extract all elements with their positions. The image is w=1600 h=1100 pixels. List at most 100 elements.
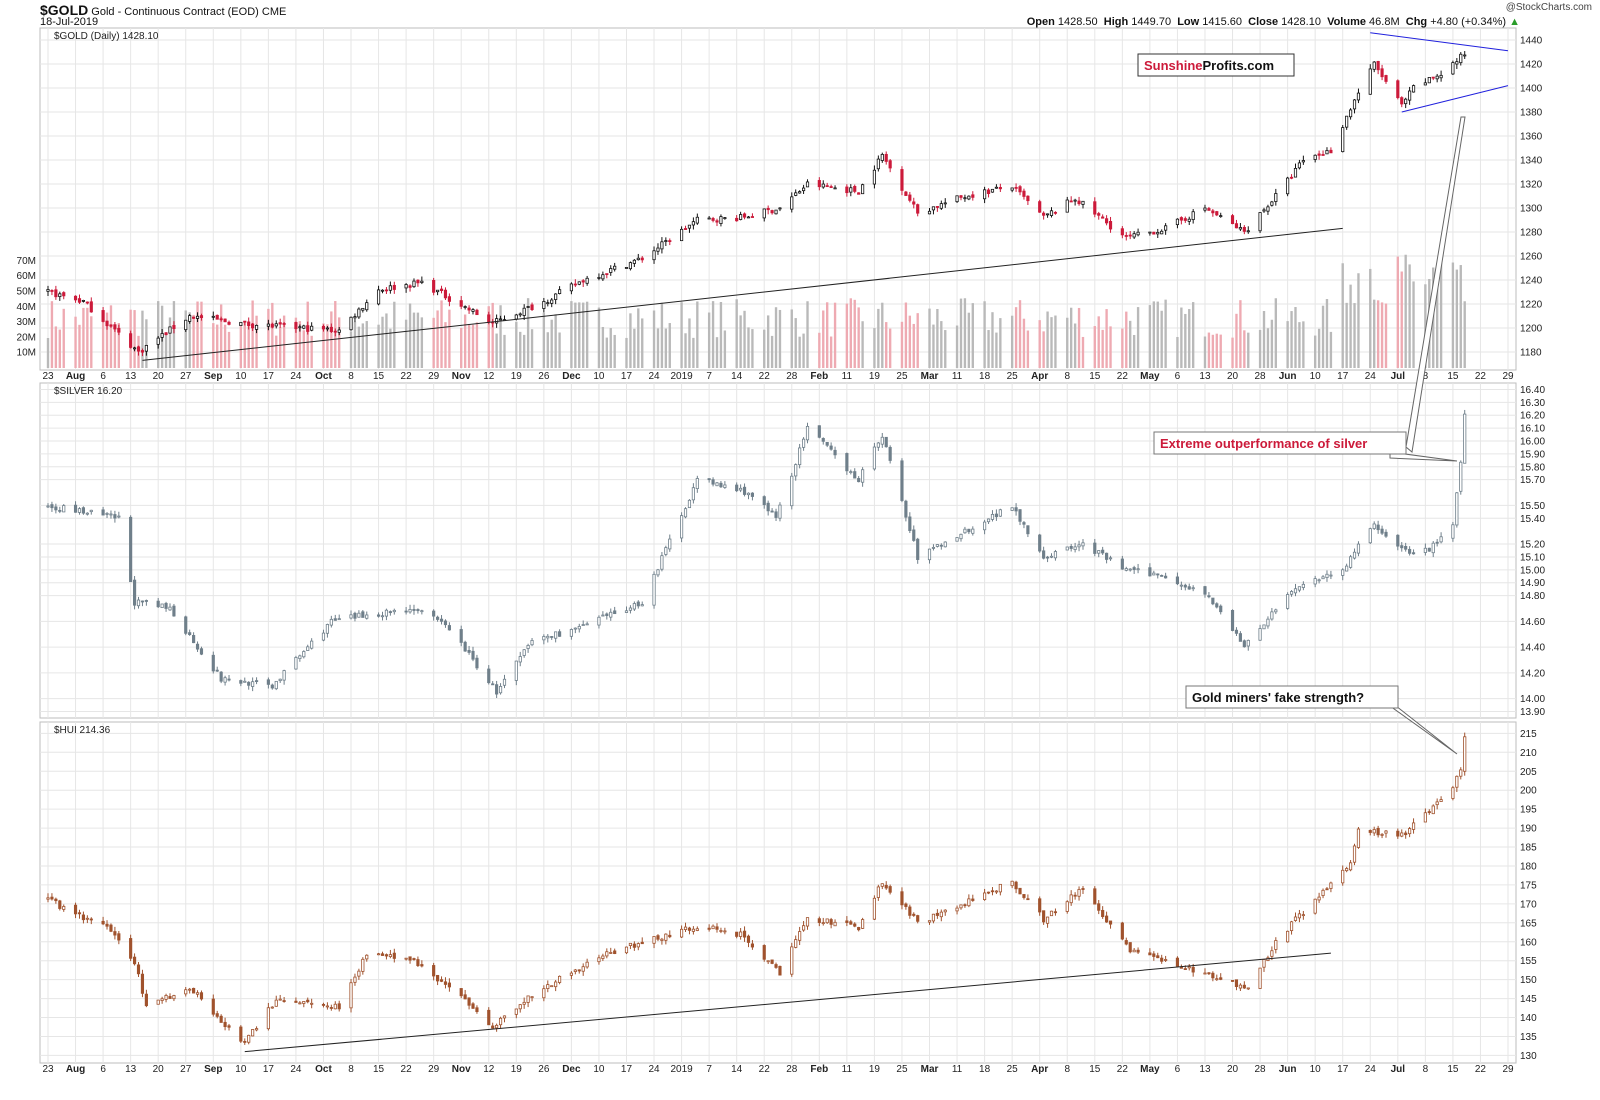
volume-bar (515, 321, 518, 368)
candle-body (168, 996, 172, 999)
volume-bar (609, 328, 612, 368)
candle-body (609, 268, 613, 273)
volume-bar (471, 324, 475, 368)
candle-body (1274, 609, 1278, 613)
y-tick-label: 1260 (1520, 252, 1543, 263)
candle-body (266, 1007, 270, 1030)
candle-body (825, 185, 829, 188)
candle-body (1152, 953, 1156, 957)
volume-bar (1294, 307, 1297, 368)
candle-body (668, 240, 672, 243)
candle-body (849, 921, 853, 925)
volume-bar (74, 316, 77, 368)
candle-body (471, 309, 475, 312)
volume-bar (597, 307, 601, 368)
candle-body (306, 325, 310, 332)
candle-body (994, 890, 998, 893)
volume-bar (696, 301, 699, 368)
candle-body (691, 928, 695, 932)
volume-bar (1412, 281, 1415, 368)
candle-body (1136, 568, 1140, 571)
x-tick-label: 11 (952, 371, 963, 382)
candle-body (990, 188, 995, 193)
candle-body (943, 909, 947, 913)
candle-body (1463, 413, 1467, 464)
volume-bar (1231, 337, 1234, 368)
panel-title: $SILVER 16.20 (54, 386, 123, 397)
candle-body (554, 631, 558, 639)
high-label: High (1103, 16, 1129, 28)
candle-body (1372, 829, 1376, 834)
candle-body (778, 504, 782, 519)
candle-body (1356, 543, 1361, 554)
candle-body (1152, 572, 1156, 576)
candle-body (1219, 605, 1223, 613)
volume-bar (404, 319, 408, 368)
volume-bar (1018, 300, 1022, 368)
candle-body (270, 684, 274, 689)
candle-body (829, 445, 833, 450)
volume-bar (109, 305, 113, 368)
candle-body (1408, 828, 1412, 835)
candle-body (298, 655, 302, 660)
volume-bar (78, 324, 81, 368)
volume-bar (1424, 284, 1427, 368)
y-tick-label: 195 (1520, 805, 1537, 816)
candle-body (1384, 75, 1388, 82)
volume-bar (216, 324, 219, 368)
volume-bar (888, 328, 892, 368)
candle-body (215, 314, 219, 320)
volume-bar (578, 302, 581, 368)
volume-bar (798, 336, 801, 368)
candle-body (101, 310, 105, 322)
x-tick-label: 17 (263, 1064, 275, 1075)
candle-body (1073, 199, 1077, 202)
volume-bar (1211, 334, 1215, 368)
candle-body (1120, 558, 1124, 570)
candle-body (636, 943, 640, 948)
candle-body (172, 995, 176, 1000)
y-tick-label: 1240 (1520, 276, 1543, 287)
candle-body (420, 610, 424, 613)
candle-body (1301, 583, 1305, 588)
y-tick-label: 140 (1520, 1013, 1537, 1024)
candle-body (750, 492, 755, 497)
candle-body (1246, 987, 1250, 990)
candle-body (156, 999, 160, 1005)
candle-body (1136, 949, 1140, 953)
volume-bar (853, 299, 856, 368)
volume-bar (1191, 302, 1195, 368)
candle-body (73, 904, 78, 915)
y-tick-label: 205 (1520, 767, 1537, 778)
candle-body (601, 614, 605, 617)
x-tick-label: 6 (100, 371, 106, 382)
x-tick-label: 12 (483, 1064, 495, 1075)
volume-bar (928, 308, 931, 368)
x-tick-label: Sep (204, 371, 222, 382)
candle-body (251, 681, 255, 687)
volume-bar (1125, 311, 1128, 368)
candle-body (927, 210, 932, 215)
x-tick-label: 23 (42, 371, 54, 382)
volume-bar (219, 304, 223, 368)
candle-body (1101, 216, 1105, 219)
candle-body (1274, 940, 1278, 950)
candle-body (1463, 54, 1467, 57)
candle-body (333, 330, 337, 333)
candle-body (471, 1003, 475, 1009)
candle-body (380, 289, 385, 292)
volume-bar (680, 302, 683, 368)
candle-body (1297, 162, 1302, 169)
candle-body (1396, 534, 1400, 547)
volume-bar (133, 310, 136, 368)
candle-body (656, 569, 660, 576)
candle-body (857, 192, 861, 195)
candle-body (325, 1005, 329, 1008)
volume-bar (46, 337, 50, 368)
candle-body (1230, 215, 1235, 225)
volume-tick-label: 70M (17, 256, 36, 267)
candle-body (184, 989, 188, 995)
panel-frame-2 (39, 382, 1517, 719)
candle-body (888, 886, 892, 893)
